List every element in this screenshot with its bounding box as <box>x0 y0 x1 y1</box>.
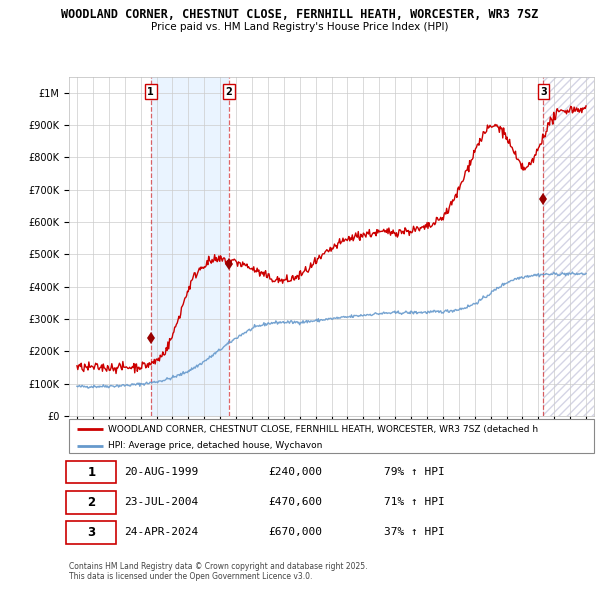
Text: 24-APR-2024: 24-APR-2024 <box>124 527 199 537</box>
Text: 23-JUL-2004: 23-JUL-2004 <box>124 497 199 507</box>
Bar <box>544 77 594 416</box>
Text: 20-AUG-1999: 20-AUG-1999 <box>124 467 199 477</box>
Text: 79% ↑ HPI: 79% ↑ HPI <box>384 467 445 477</box>
Text: 2: 2 <box>226 87 232 97</box>
Text: £670,000: £670,000 <box>269 527 323 537</box>
Bar <box>544 77 594 416</box>
Text: Price paid vs. HM Land Registry's House Price Index (HPI): Price paid vs. HM Land Registry's House … <box>151 22 449 32</box>
FancyBboxPatch shape <box>67 491 116 514</box>
Text: £240,000: £240,000 <box>269 467 323 477</box>
Text: 3: 3 <box>540 87 547 97</box>
Text: £470,600: £470,600 <box>269 497 323 507</box>
Text: 2: 2 <box>88 496 95 509</box>
Text: 1: 1 <box>88 466 95 478</box>
Text: 71% ↑ HPI: 71% ↑ HPI <box>384 497 445 507</box>
Text: HPI: Average price, detached house, Wychavon: HPI: Average price, detached house, Wych… <box>109 441 323 450</box>
Text: WOODLAND CORNER, CHESTNUT CLOSE, FERNHILL HEATH, WORCESTER, WR3 7SZ (detached h: WOODLAND CORNER, CHESTNUT CLOSE, FERNHIL… <box>109 425 539 434</box>
Text: WOODLAND CORNER, CHESTNUT CLOSE, FERNHILL HEATH, WORCESTER, WR3 7SZ: WOODLAND CORNER, CHESTNUT CLOSE, FERNHIL… <box>61 8 539 21</box>
Text: 1: 1 <box>148 87 154 97</box>
Text: 37% ↑ HPI: 37% ↑ HPI <box>384 527 445 537</box>
FancyBboxPatch shape <box>67 521 116 544</box>
Bar <box>151 77 229 416</box>
Text: 3: 3 <box>88 526 95 539</box>
FancyBboxPatch shape <box>67 461 116 483</box>
Text: Contains HM Land Registry data © Crown copyright and database right 2025.
This d: Contains HM Land Registry data © Crown c… <box>69 562 367 581</box>
